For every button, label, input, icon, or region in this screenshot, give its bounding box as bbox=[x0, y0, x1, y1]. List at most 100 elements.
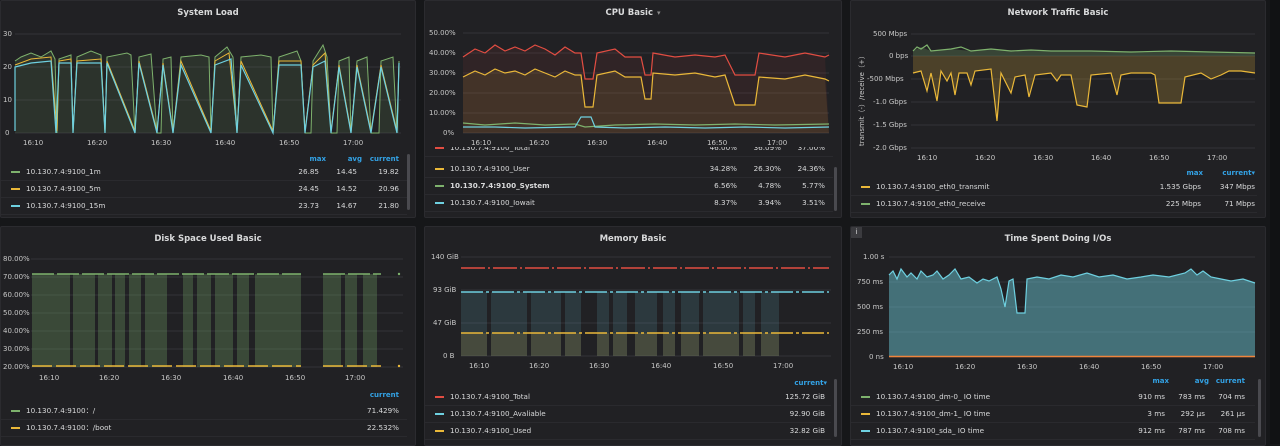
y-tick: 1.00 s bbox=[863, 253, 885, 261]
legend-header-avg[interactable]: avg bbox=[347, 155, 362, 163]
series-name: 10.130.7.4:9100_Total bbox=[450, 392, 530, 401]
x-tick: 17:00 bbox=[345, 374, 365, 382]
panel-title[interactable]: Network Traffic Basic bbox=[1007, 8, 1109, 18]
chevron-down-icon[interactable]: ▾ bbox=[657, 9, 661, 17]
legend-header-max[interactable]: max bbox=[1152, 377, 1169, 385]
x-tick: 16:10 bbox=[23, 139, 43, 147]
legend-header-current[interactable]: current▾ bbox=[1222, 169, 1255, 177]
value-current: 708 ms bbox=[1218, 426, 1245, 435]
value-avg: 26.30% bbox=[753, 164, 781, 173]
legend-row[interactable]: 10.130.7.4:9100_15m 23.73 14.67 21.80 bbox=[1, 198, 407, 215]
legend-row[interactable]: 10.130.7.4:9100_eth0_receive 225 Mbps 71 M… bbox=[851, 196, 1257, 213]
io-time-graph[interactable]: 1.00 s 750 ms 500 ms 250 ms 0 ns 16:10 1… bbox=[851, 249, 1265, 399]
y-tick: -2.0 Gbps bbox=[873, 144, 907, 152]
legend-row[interactable]: 10.130.7.4:9100_dm-0_ IO time 910 ms 783 m… bbox=[851, 389, 1255, 406]
panel-disk-space: Disk Space Used Basic 80.00% 70.00% 60.0… bbox=[0, 226, 416, 446]
y-tick: 0 ns bbox=[869, 353, 884, 361]
value-current: 20.96 bbox=[378, 184, 399, 193]
legend-scrollbar[interactable] bbox=[1258, 379, 1261, 437]
legend-scrollbar[interactable] bbox=[407, 154, 410, 210]
value-current: 3.51% bbox=[802, 198, 825, 207]
legend-row[interactable]: 10.130.7.4:9100：/ 71.429% bbox=[1, 403, 407, 420]
panel-network-traffic: Network Traffic Basic 500 Mbps 0 bps -50… bbox=[850, 0, 1266, 218]
legend-row[interactable]: 10.130.7.4:9100_Used 32.82 GiB bbox=[425, 423, 831, 440]
value-current: 22.532% bbox=[367, 423, 399, 432]
x-tick: 16:30 bbox=[151, 139, 171, 147]
legend-row[interactable]: 10.130.7.4:9100：/boot 22.532% bbox=[1, 420, 407, 437]
value-current: 92.90 GiB bbox=[789, 409, 825, 418]
legend-row[interactable]: 10.130.7.4:9100_1m 26.85 14.45 19.82 bbox=[1, 164, 407, 181]
legend-row[interactable]: 10.130.7.4:9100_dm-1_ IO time 3 ms 292 µs 2… bbox=[851, 406, 1255, 423]
x-tick: 16:50 bbox=[279, 139, 299, 147]
panel-memory-basic: Memory Basic 140 GiB 93 GiB 47 GiB 0 B 1… bbox=[424, 226, 842, 446]
legend-header-max[interactable]: max bbox=[309, 155, 326, 163]
series-swatch bbox=[435, 413, 444, 415]
legend-header-max[interactable]: max bbox=[1186, 169, 1203, 177]
series-name: 10.130.7.4:9100：/ bbox=[26, 406, 96, 415]
legend-row[interactable]: 10.130.7.4:9100_Iowait 8.37% 3.94% 3.51% bbox=[425, 195, 833, 212]
y-tick: 250 ms bbox=[857, 328, 883, 336]
legend-row[interactable]: 10.130.7.4:9100_User 34.28% 26.30% 24.36% bbox=[425, 161, 833, 178]
panel-title[interactable]: Disk Space Used Basic bbox=[154, 234, 262, 244]
legend-header-current[interactable]: current▾ bbox=[794, 379, 827, 387]
y-tick: 50.00% bbox=[429, 29, 456, 37]
legend-row[interactable]: 10.130.7.4:9100_sda_ IO time 912 ms 787 ms… bbox=[851, 423, 1255, 440]
x-tick: 16:30 bbox=[587, 139, 607, 147]
x-tick: 16:10 bbox=[469, 362, 489, 370]
cpu-basic-graph[interactable]: 50.00% 40.00% 30.00% 20.00% 10.00% 0% 16… bbox=[425, 21, 841, 151]
x-tick: 16:10 bbox=[893, 363, 913, 371]
panel-cpu-basic: CPU Basic ▾ 50.00% 40.00% 30.00% 20.00% 1… bbox=[424, 0, 842, 218]
disk-space-graph[interactable]: 80.00% 70.00% 60.00% 50.00% 40.00% 30.00… bbox=[1, 249, 415, 399]
series-name: 10.130.7.4:9100_eth0_receive bbox=[876, 199, 986, 208]
legend-header-current[interactable]: current bbox=[369, 155, 399, 163]
page-scrollbar[interactable] bbox=[1270, 0, 1280, 444]
x-tick: 16:50 bbox=[1149, 154, 1169, 162]
panel-title[interactable]: Memory Basic bbox=[599, 234, 667, 244]
value-current: 32.82 GiB bbox=[789, 426, 825, 435]
series-name: 10.130.7.4:9100_Iowait bbox=[450, 198, 535, 207]
series-swatch bbox=[11, 427, 20, 429]
value-current: 347 Mbps bbox=[1219, 182, 1255, 191]
y-tick: 10 bbox=[3, 96, 12, 104]
legend: 10.130.7.4:9100_dm-0_ IO time 910 ms 783 m… bbox=[851, 389, 1255, 443]
x-tick: 16:50 bbox=[285, 374, 305, 382]
legend-header-avg[interactable]: avg bbox=[1194, 377, 1209, 385]
network-traffic-graph[interactable]: 500 Mbps 0 bps -500 Mbps -1.0 Gbps -1.5 … bbox=[851, 21, 1265, 171]
series-name: 10.130.7.4:9100_15m bbox=[26, 201, 106, 210]
memory-basic-graph[interactable]: 140 GiB 93 GiB 47 GiB 0 B 16:10 16:20 16… bbox=[425, 249, 841, 399]
x-tick: 16:30 bbox=[161, 374, 181, 382]
legend-row[interactable]: 10.130.7.4:9100_Avaliable 92.90 GiB bbox=[425, 406, 831, 423]
panel-title[interactable]: Time Spent Doing I/Os bbox=[1004, 234, 1112, 244]
legend-row[interactable]: 10.130.7.4:9100_System 6.56% 4.78% 5.77% bbox=[425, 178, 833, 195]
legend-row[interactable]: 10.130.7.4:9100_Total 125.72 GiB bbox=[425, 389, 831, 406]
panel-io-time: i Time Spent Doing I/Os 1.00 s 750 ms 50… bbox=[850, 226, 1266, 446]
value-current: 5.77% bbox=[802, 181, 825, 190]
legend-header-current[interactable]: current bbox=[369, 391, 399, 399]
series-name: 10.130.7.4:9100_dm-0_ IO time bbox=[876, 392, 991, 401]
y-tick: 93 GiB bbox=[433, 286, 457, 294]
series-name: 10.130.7.4:9100_dm-1_ IO time bbox=[876, 409, 991, 418]
legend-scrollbar[interactable] bbox=[834, 167, 837, 211]
legend-row[interactable]: 10.130.7.4:9100_5m 24.45 14.52 20.96 bbox=[1, 181, 407, 198]
legend-row[interactable]: 10.130.7.4:9100_eth0_transmit 1.535 Gbps 3… bbox=[851, 179, 1257, 196]
legend-header-current[interactable]: current bbox=[1215, 377, 1245, 385]
value-avg: 14.52 bbox=[336, 184, 357, 193]
system-load-graph[interactable]: 30 20 10 0 16:10 16:20 16:30 16:40 16:50… bbox=[1, 21, 415, 171]
y-tick: 10.00% bbox=[429, 109, 456, 117]
panel-title[interactable]: CPU Basic ▾ bbox=[425, 8, 841, 18]
x-tick: 16:10 bbox=[471, 139, 491, 147]
value-current: 24.36% bbox=[797, 164, 825, 173]
y-tick: -1.0 Gbps bbox=[873, 98, 907, 106]
x-tick: 16:40 bbox=[1091, 154, 1111, 162]
series-swatch bbox=[861, 396, 870, 398]
series-swatch bbox=[11, 410, 20, 412]
legend-row[interactable]: 10.130.7.4:9100_Total 46.00% 36.09% 37.00% bbox=[425, 147, 833, 157]
panel-title-text: CPU Basic bbox=[605, 8, 654, 18]
panel-title[interactable]: System Load bbox=[177, 8, 239, 18]
legend-scrollbar[interactable] bbox=[834, 379, 837, 437]
series-name: 10.130.7.4:9100_5m bbox=[26, 184, 101, 193]
x-tick: 16:20 bbox=[529, 139, 549, 147]
x-tick: 16:20 bbox=[529, 362, 549, 370]
legend: 10.130.7.4:9100_1m 26.85 14.45 19.82 10.130… bbox=[1, 164, 407, 216]
info-icon[interactable]: i bbox=[851, 227, 862, 238]
